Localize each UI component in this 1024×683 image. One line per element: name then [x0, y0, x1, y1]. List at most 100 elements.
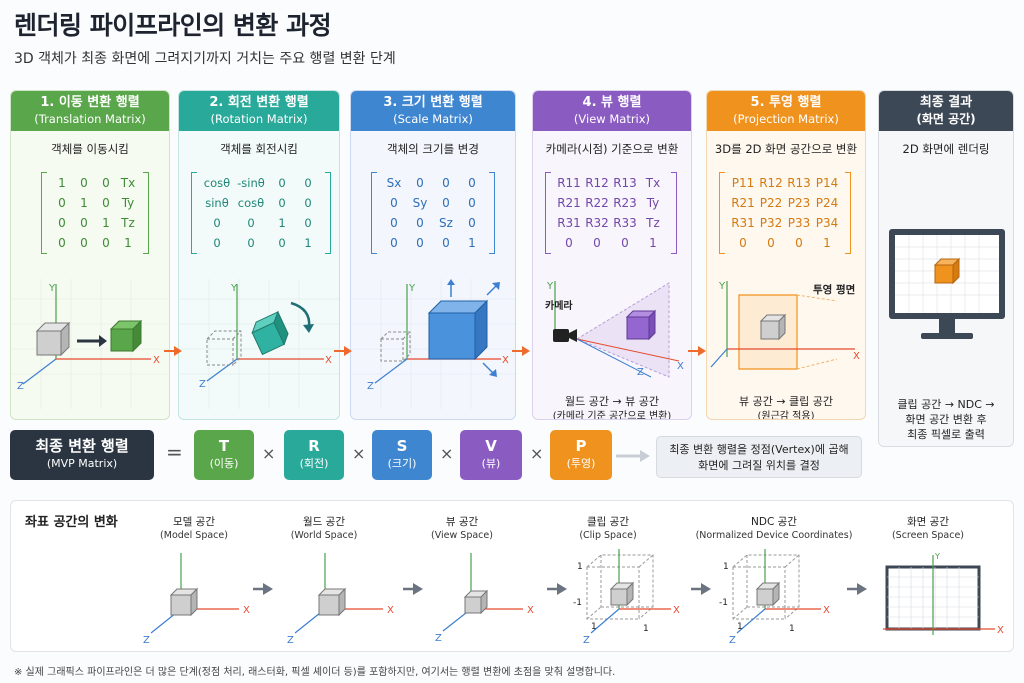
cube-orange [933, 257, 961, 285]
panel-desc: 객체를 이동시킴 [51, 142, 129, 156]
x-axis-label: X [673, 605, 680, 616]
panel-final-header: 최종 결과 (화면 공간) [879, 91, 1013, 131]
equals-sign: = [166, 440, 183, 464]
matrix-cell: P11 [731, 176, 755, 190]
projection-note-1: 뷰 공간 → 클립 공간 [738, 395, 834, 408]
matrix-cell: P24 [815, 196, 839, 210]
tick-label: -1 [719, 598, 728, 608]
z-axis [22, 358, 57, 385]
panel-title: 1. 이동 변환 행렬 [40, 95, 140, 110]
panel-desc: 객체의 크기를 변경 [387, 142, 479, 156]
matrix-cell: R12 [759, 176, 783, 190]
matrix-cell: 0 [442, 176, 450, 190]
matrix-cell: 0 [304, 196, 312, 210]
translation-scene: Y X Z [11, 279, 169, 409]
z-axis [206, 358, 238, 382]
matrix-cell: 1 [304, 236, 312, 250]
panel-desc: 카메라(시점) 기준으로 변환 [545, 142, 679, 156]
x-axis-label: X [153, 355, 160, 366]
matrix-cell: 0 [58, 196, 66, 210]
space-sub: (Screen Space) [891, 530, 965, 541]
space-sub: (World Space) [290, 530, 358, 541]
matrix-cell: 0 [278, 236, 286, 250]
z-axis [374, 358, 408, 384]
matrix-cell: 0 [213, 236, 221, 250]
panel-scale: 3. 크기 변환 행렬 (Scale Matrix) 객체의 크기를 변경 Sx… [350, 90, 516, 420]
cube-outline-dashed [380, 331, 411, 362]
matrix-cell: 1 [80, 196, 88, 210]
rotation-arrow [290, 301, 311, 328]
space-name: 뷰 공간 [445, 516, 479, 528]
tick-label: 1 [737, 622, 743, 632]
matrix-cell: 0 [416, 176, 424, 190]
z-axis-label: Z [729, 635, 736, 646]
mvp-term-letter: P [575, 437, 587, 455]
scale-scene: Y X Z [351, 279, 515, 409]
cube-purple [625, 309, 657, 341]
z-axis-label: Z [143, 635, 150, 646]
arrow-right-icon [701, 583, 711, 595]
space-label-clip: 클립 공간 (Clip Space) [533, 515, 683, 543]
matrix-cell: Sx [386, 176, 402, 190]
matrix-cell: 0 [247, 236, 255, 250]
rotation-scene: Y X Z [179, 279, 339, 409]
matrix-cell: P23 [787, 196, 811, 210]
matrix-cell: 0 [795, 236, 803, 250]
matrix-cell: P14 [815, 176, 839, 190]
section-title: 좌표 공간의 변화 [25, 515, 118, 530]
space-label-world: 월드 공간 (World Space) [249, 515, 399, 543]
z-axis [710, 348, 728, 368]
tick-label: 1 [577, 562, 583, 572]
matrix-cell: Sz [439, 216, 453, 230]
projection-scene: 투영 평면 Y X [710, 281, 860, 370]
panel-projection-header: 5. 투영 행렬 (Projection Matrix) [707, 91, 865, 131]
final-note-3: 최종 픽셀로 출력 [907, 428, 985, 441]
matrix-cell: R21 [731, 196, 755, 210]
matrix-cell: -sinθ [237, 176, 265, 190]
cube-outline-dashed [206, 330, 242, 366]
final-note-1: 클립 공간 → NDC → [897, 398, 995, 411]
matrix-cell: 1 [58, 176, 66, 190]
matrix-cell: 0 [80, 176, 88, 190]
view-note-1: 월드 공간 → 뷰 공간 [564, 395, 660, 408]
matrix-cell: sinθ [205, 196, 229, 210]
matrix-cell: R21 [557, 196, 581, 210]
matrix-cell: R13 [787, 176, 811, 190]
camera-icon [553, 329, 577, 342]
matrix-cell: 0 [102, 236, 110, 250]
panel-title: 2. 회전 변환 행렬 [209, 95, 309, 110]
matrix-cell: 0 [58, 216, 66, 230]
mvp-term-label: (투영) [566, 457, 596, 470]
x-axis-label: X [502, 355, 509, 366]
matrix-cell: cosθ [237, 196, 265, 210]
mvp-note-1: 최종 변환 행렬을 정점(Vertex)에 곱해 [669, 443, 849, 456]
ndc-space-axes: X Z 1 -1 1 1 [719, 549, 830, 646]
footnote: ※ 실제 그래픽스 파이프라인은 더 많은 단계(정점 처리, 래스터화, 픽셀… [14, 667, 616, 678]
y-axis-label: Y [546, 281, 554, 292]
matrix-cell: 0 [565, 236, 573, 250]
mvp-note-2: 화면에 그려질 위치를 결정 [698, 459, 820, 472]
panel-subtitle: (Translation Matrix) [34, 112, 146, 126]
panel-title: 5. 투영 행렬 [750, 95, 822, 110]
matrix-cell: 1 [468, 236, 476, 250]
matrix-cell: 0 [304, 176, 312, 190]
tick-label: 1 [643, 624, 649, 634]
page-title: 렌더링 파이프라인의 변환 과정 [14, 11, 332, 40]
matrix-cell: R11 [557, 176, 581, 190]
arrow-right-icon [557, 583, 567, 595]
view-space-axes: X Z [435, 553, 534, 644]
matrix-cell: 0 [80, 236, 88, 250]
times-sign: × [440, 444, 454, 463]
mvp-term-v: V (뷰) [460, 430, 522, 480]
matrix-cell: R13 [613, 176, 637, 190]
z-axis-label: Z [435, 633, 442, 644]
matrix-cell: 1 [649, 236, 657, 250]
matrix-cell: R22 [585, 196, 609, 210]
z-axis-label: Z [199, 379, 206, 390]
space-sub: (Clip Space) [579, 530, 637, 541]
world-space-axes: X Z [287, 553, 394, 646]
space-label-screen: 화면 공간 (Screen Space) [853, 515, 1003, 543]
matrix-cell: 0 [416, 216, 424, 230]
mvp-term-letter: V [485, 437, 497, 455]
